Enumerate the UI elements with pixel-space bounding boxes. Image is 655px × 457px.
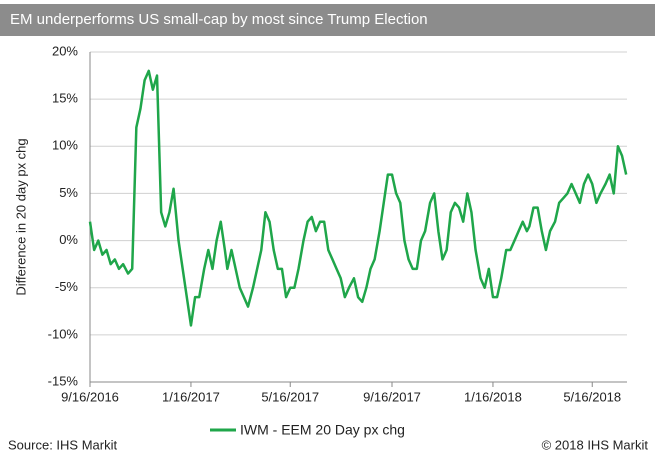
x-tick-label: 9/16/2016	[61, 389, 119, 404]
y-tick-label: 5%	[59, 185, 78, 200]
y-tick-label: 0%	[59, 232, 78, 247]
y-axis-label: Difference in 20 day px chg	[13, 138, 28, 295]
y-tick-label: -10%	[48, 326, 79, 341]
y-tick-label: 10%	[52, 138, 78, 153]
y-tick-label: -15%	[48, 373, 79, 388]
x-tick-label: 5/16/2018	[563, 389, 621, 404]
x-tick-label: 5/16/2017	[261, 389, 319, 404]
title-banner	[0, 4, 655, 36]
x-tick-label: 1/16/2017	[162, 389, 220, 404]
x-tick-label: 9/16/2017	[363, 389, 421, 404]
copyright: © 2018 IHS Markit	[542, 437, 649, 452]
y-tick-label: 20%	[52, 43, 78, 58]
x-tick-label: 1/16/2018	[464, 389, 522, 404]
source: Source: IHS Markit	[8, 437, 117, 452]
y-tick-label: 15%	[52, 91, 78, 106]
legend-label: IWM - EEM 20 Day px chg	[240, 422, 405, 438]
chart-title: EM underperforms US small-cap by most si…	[10, 11, 428, 28]
data-line	[88, 69, 628, 327]
y-tick-label: -5%	[55, 279, 79, 294]
